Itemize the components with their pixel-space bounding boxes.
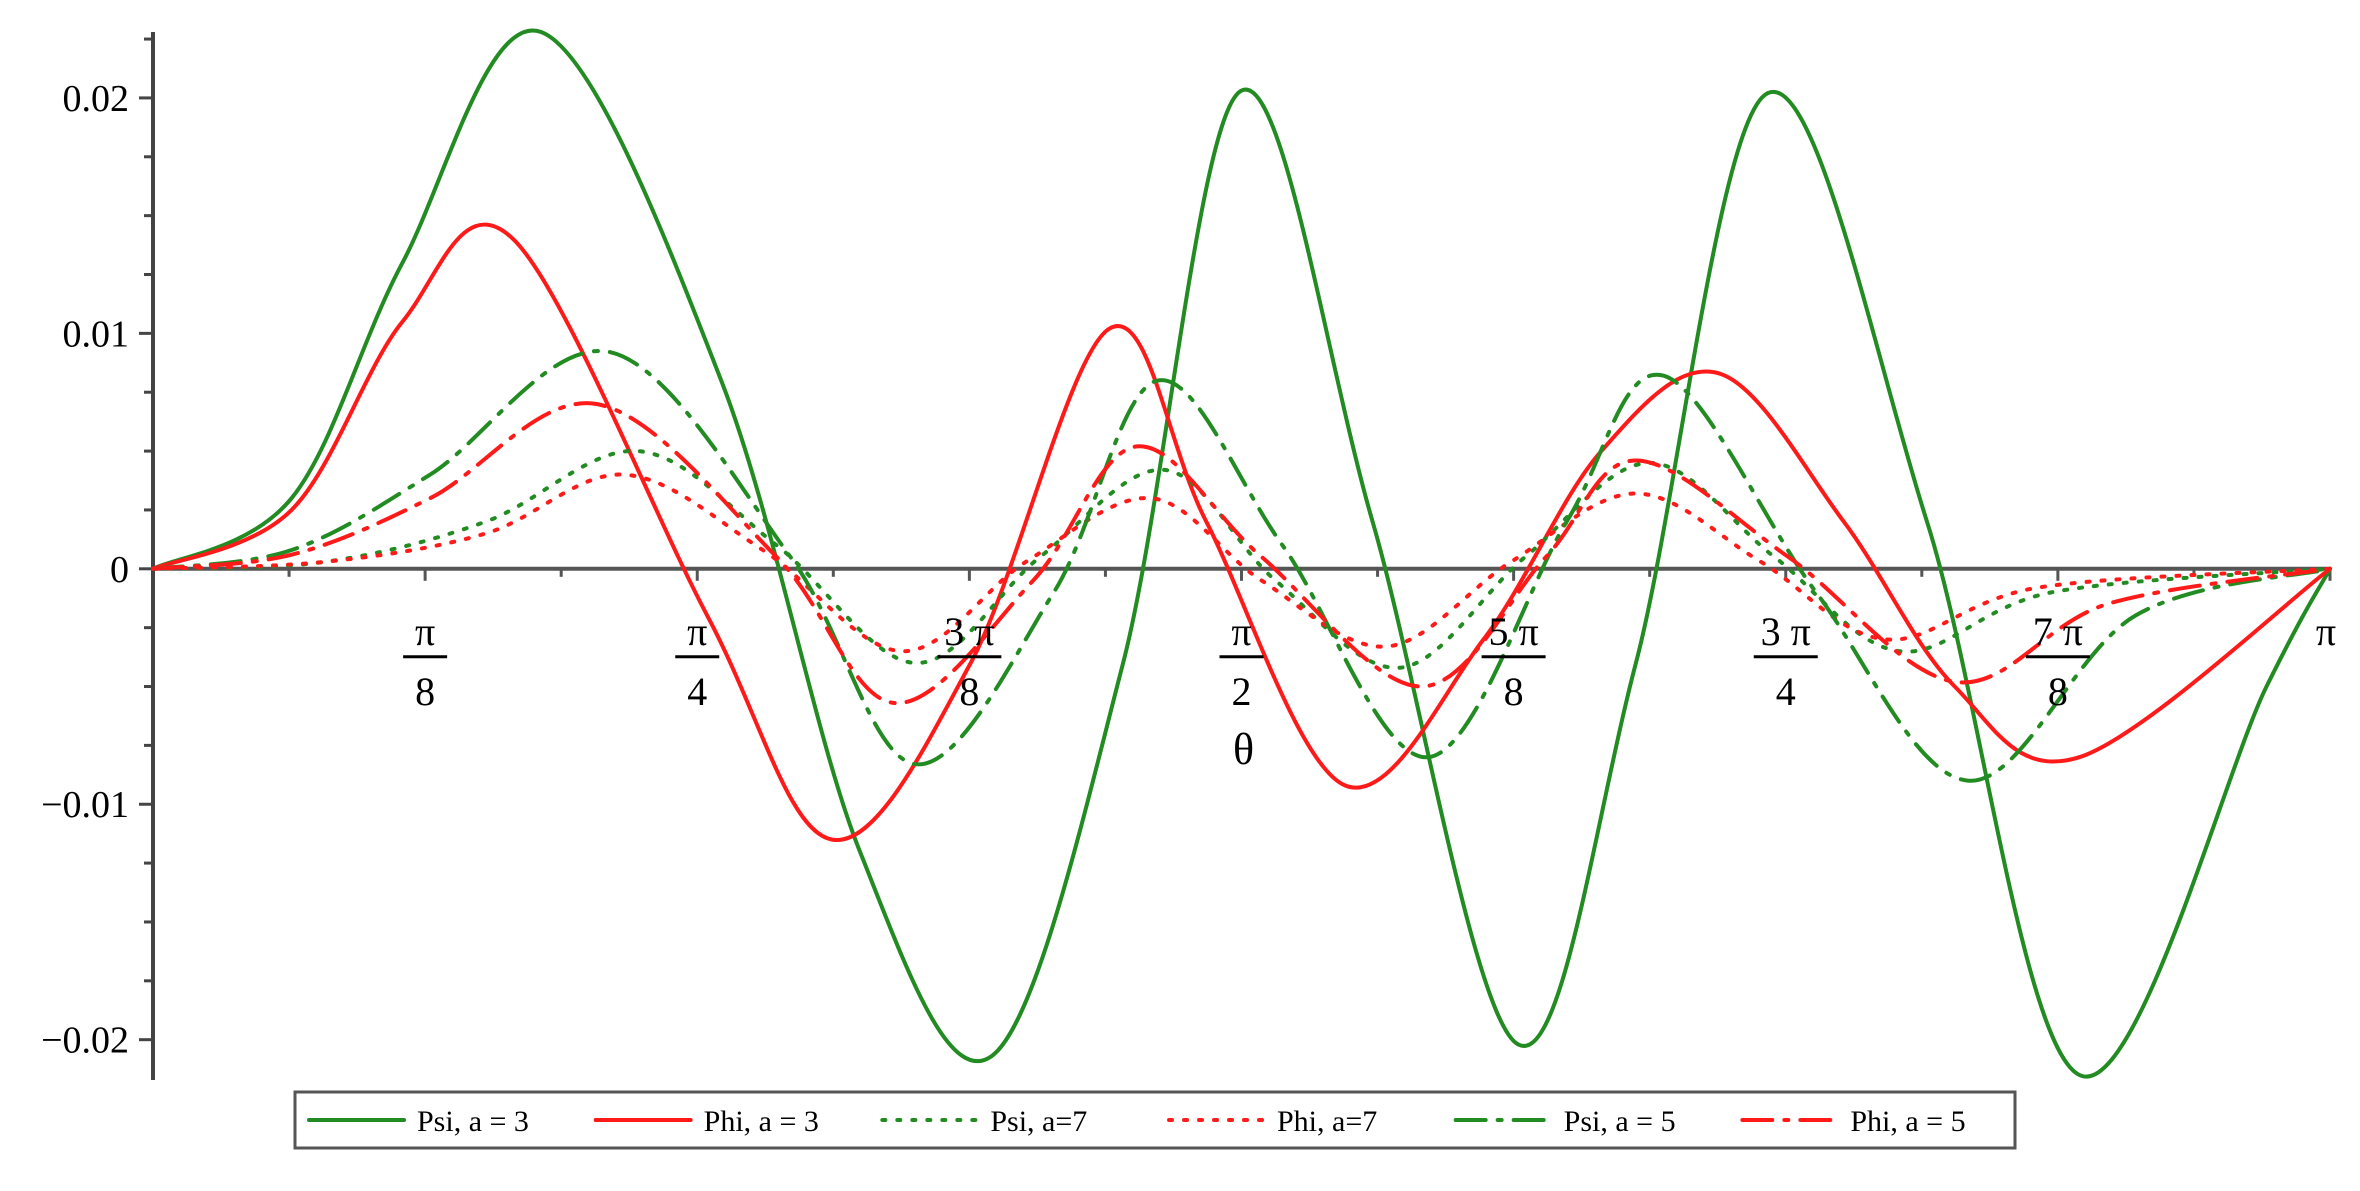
legend-entry-1: Psi, a = 3 [417, 1105, 529, 1138]
series-line-1 [151, 28, 2332, 1079]
legend-entry-2: Phi, a = 3 [704, 1105, 819, 1138]
x-tick-label-denominator: 8 [2048, 669, 2068, 714]
legend-entry-3: Psi, a=7 [990, 1105, 1087, 1138]
x-tick-label-denominator: 4 [1776, 669, 1796, 714]
x-tick-label-numerator: π [415, 609, 435, 654]
axes [139, 32, 2332, 1080]
x-tick-label-denominator: 4 [687, 669, 707, 714]
y-tick-label: 0 [110, 549, 129, 591]
x-tick-label-numerator: 3 π [944, 609, 994, 654]
series-line-5 [151, 348, 2332, 783]
x-tick-label-denominator: 2 [1232, 669, 1252, 714]
legend-entry-6: Phi, a = 5 [1850, 1105, 1965, 1138]
y-tick-label: 0.01 [63, 313, 130, 355]
series-line-6 [151, 401, 2332, 706]
x-tick-label-denominator: 8 [415, 669, 435, 714]
y-tick-label: −0.01 [41, 784, 129, 826]
legend: Psi, a = 3 Phi, a = 3 Psi, a=7 Phi, a=7 Psi,… [293, 1090, 2017, 1150]
y-tick-label: 0.02 [63, 78, 130, 120]
tick-labels: 0.02 0.01 0 −0.01 −0.02 π 8 π 4 3 π 8 π 2 5 π 8 3 π 4 7 π… [41, 78, 2336, 1062]
x-tick-label: π [2316, 609, 2336, 654]
series-line-2 [151, 222, 2332, 842]
x-axis-title: θ [1233, 725, 1254, 774]
x-tick-label-numerator: π [1231, 609, 1251, 654]
legend-box [293, 1090, 2017, 1150]
x-tick-label-denominator: 8 [1504, 669, 1524, 714]
series-group [151, 28, 2332, 1079]
x-tick-label-numerator: 3 π [1761, 609, 1811, 654]
y-tick-label: −0.02 [41, 1020, 129, 1062]
x-tick-label-numerator: 7 π [2033, 609, 2083, 654]
series-line-4 [151, 472, 2332, 654]
x-tick-label-numerator: 5 π [1489, 609, 1539, 654]
x-tick-label-numerator: π [687, 609, 707, 654]
x-tick-label-denominator: 8 [959, 669, 979, 714]
legend-entry-4: Phi, a=7 [1277, 1105, 1377, 1138]
legend-entry-5: Psi, a = 5 [1564, 1105, 1676, 1138]
